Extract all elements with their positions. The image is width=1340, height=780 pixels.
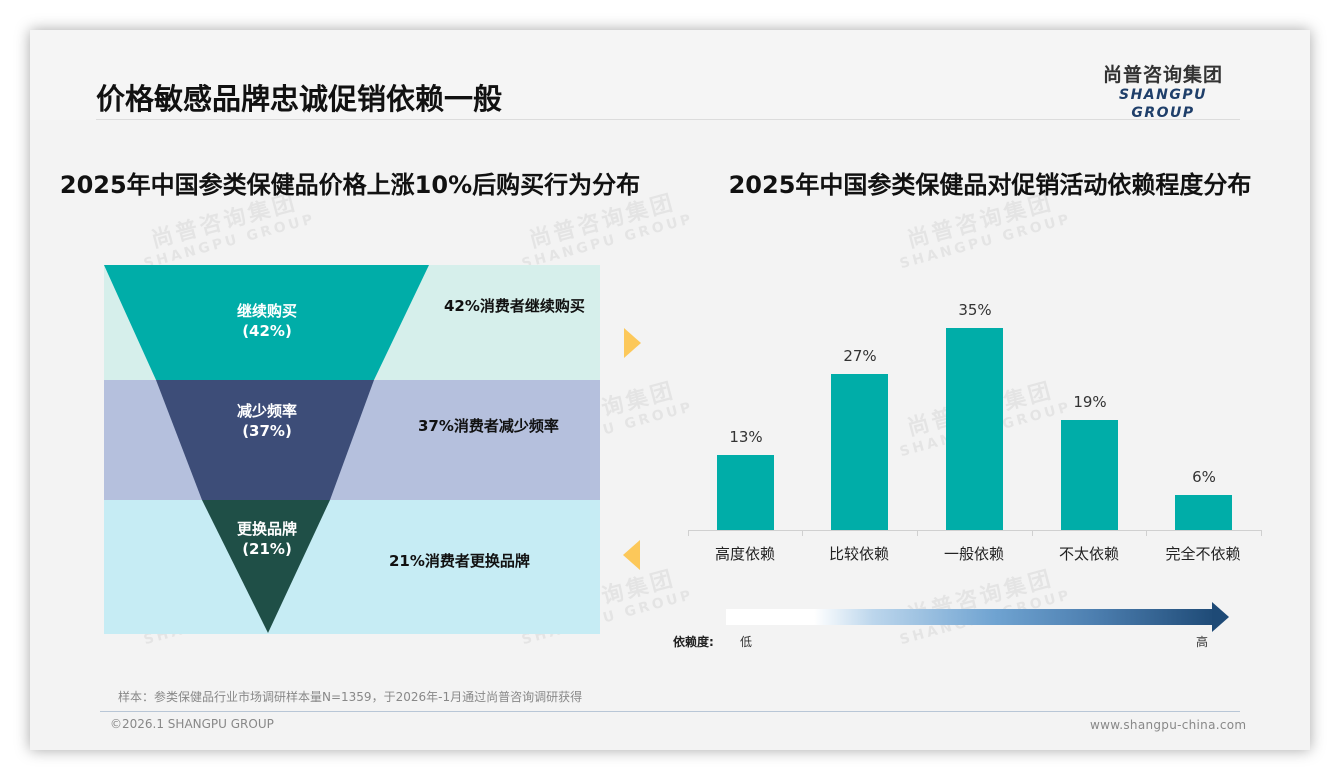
x-tick-label: 完全不依赖 bbox=[1165, 545, 1241, 563]
bar-value-label: 6% bbox=[1192, 468, 1216, 486]
funnel-band-switch: 21%消费者更换品牌 bbox=[104, 500, 600, 634]
funnel-triangle bbox=[104, 265, 429, 633]
axis-tick bbox=[802, 530, 803, 536]
bar-value-label: 19% bbox=[1073, 393, 1107, 411]
bar-fairly-dependent bbox=[831, 374, 888, 530]
axis-tick bbox=[1261, 530, 1262, 536]
arrow-head-icon bbox=[1212, 602, 1229, 632]
slide: 尚普咨询集团 SHANGPU GROUP 尚普咨询集团 SHANGPU GROUP … bbox=[30, 30, 1310, 750]
bar-high-dependency bbox=[717, 455, 774, 530]
dependency-gradient-arrow bbox=[726, 601, 1230, 632]
scale-high-label: 高 bbox=[1196, 635, 1209, 649]
x-tick-label: 不太依赖 bbox=[1058, 545, 1119, 563]
bar-value-label: 13% bbox=[729, 428, 763, 446]
bar-low-dependency bbox=[1061, 420, 1118, 530]
funnel-chart-title: 2025年中国参类保健品价格上涨10%后购买行为分布 bbox=[59, 171, 641, 199]
bar-chart-title: 2025年中国参类保健品对促销活动依赖程度分布 bbox=[728, 171, 1252, 199]
title-divider bbox=[96, 119, 1240, 120]
x-tick-label: 比较依赖 bbox=[828, 545, 889, 563]
triangle-right-icon bbox=[624, 328, 641, 358]
axis-tick bbox=[917, 530, 918, 536]
header-band bbox=[30, 30, 1310, 120]
bar-chart: 13% 27% 35% 19% 6% 高度依赖 比较依赖 一般依赖 不太依赖 完… bbox=[688, 300, 1262, 580]
funnel-annotation: 37%消费者减少频率 bbox=[418, 417, 559, 435]
copyright: ©2026.1 SHANGPU GROUP bbox=[110, 717, 274, 731]
funnel-segment-switch: 更换品牌 (21%) bbox=[236, 520, 297, 558]
axis-tick bbox=[1146, 530, 1147, 536]
x-tick-label: 高度依赖 bbox=[714, 545, 775, 563]
axis-tick bbox=[1032, 530, 1033, 536]
triangle-left-icon bbox=[623, 540, 640, 570]
funnel-annotation: 21%消费者更换品牌 bbox=[389, 552, 530, 570]
x-axis bbox=[688, 530, 1262, 531]
bar-value-label: 35% bbox=[958, 301, 992, 319]
page-title: 价格敏感品牌忠诚促销依赖一般 bbox=[96, 82, 503, 116]
funnel-chart: 42%消费者继续购买 37%消费者减少频率 21%消费者更换品牌 继续购买 (4… bbox=[104, 265, 600, 635]
scale-key-label: 依赖度: bbox=[673, 635, 714, 649]
sample-note: 样本：参类保健品行业市场调研样本量N=1359，于2026年-1月通过尚普咨询调… bbox=[118, 690, 583, 704]
bar-value-label: 27% bbox=[843, 347, 877, 365]
funnel-segment-reduce: 减少频率 (37%) bbox=[236, 402, 297, 440]
bar-no-dependency bbox=[1175, 495, 1232, 530]
website-link[interactable]: www.shangpu-china.com bbox=[1090, 718, 1247, 732]
logo-en-text: SHANGPU GROUP bbox=[1119, 87, 1207, 121]
gradient-bar bbox=[726, 609, 1216, 625]
logo-cn-text: 尚普咨询集团 bbox=[1102, 64, 1223, 86]
bar-moderate-dependency bbox=[946, 328, 1003, 530]
scale-low-label: 低 bbox=[740, 635, 753, 649]
funnel-annotation: 42%消费者继续购买 bbox=[444, 297, 585, 315]
axis-tick bbox=[688, 530, 689, 536]
footer-divider bbox=[100, 711, 1240, 712]
funnel-segment-continue: 继续购买 (42%) bbox=[236, 302, 297, 340]
x-tick-label: 一般依赖 bbox=[943, 545, 1004, 563]
company-logo: 尚普咨询集团 SHANGPU GROUP bbox=[1088, 64, 1238, 122]
